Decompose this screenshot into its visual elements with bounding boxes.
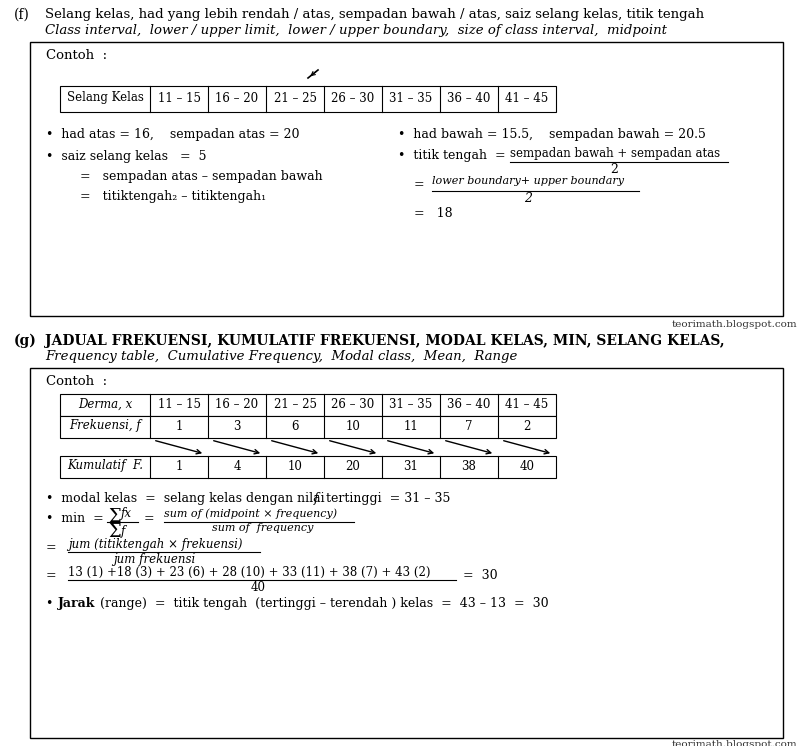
Text: teorimath.blogspot.com: teorimath.blogspot.com: [672, 320, 798, 329]
Text: jum (titiktengah × frekuensi): jum (titiktengah × frekuensi): [68, 538, 243, 551]
Text: =: =: [46, 569, 57, 582]
Text: 31 – 35: 31 – 35: [389, 398, 433, 410]
Text: •  min  =: • min =: [46, 512, 104, 525]
Text: Class interval,  lower / upper limit,  lower / upper boundary,  size of class in: Class interval, lower / upper limit, low…: [45, 24, 667, 37]
Text: tertinggi  = 31 – 35: tertinggi = 31 – 35: [322, 492, 450, 505]
Bar: [60, 394, 556, 416]
Text: 16 – 20: 16 – 20: [215, 398, 259, 410]
Text: Selang Kelas: Selang Kelas: [66, 92, 144, 104]
Text: •  modal kelas  =  selang kelas dengan nilai: • modal kelas = selang kelas dengan nila…: [46, 492, 329, 505]
Text: 11 – 15: 11 – 15: [157, 398, 200, 410]
Text: (range)  =  titik tengah  (tertinggi – terendah ) kelas  =  43 – 13  =  30: (range) = titik tengah (tertinggi – tere…: [96, 597, 549, 610]
Text: 2: 2: [523, 419, 531, 433]
Text: •  had atas = 16,    sempadan atas = 20: • had atas = 16, sempadan atas = 20: [46, 128, 299, 141]
Text: Selang kelas, had yang lebih rendah / atas, sempadan bawah / atas, saiz selang k: Selang kelas, had yang lebih rendah / at…: [45, 8, 704, 21]
Text: Contoh  :: Contoh :: [46, 49, 107, 62]
Text: (g): (g): [14, 334, 37, 348]
Text: 6: 6: [291, 419, 298, 433]
Text: sempadan bawah + sempadan atas: sempadan bawah + sempadan atas: [510, 147, 720, 160]
Text: sum of (midpoint × frequency): sum of (midpoint × frequency): [164, 508, 337, 518]
Text: 40: 40: [519, 460, 535, 472]
Text: 11 – 15: 11 – 15: [157, 92, 200, 104]
Text: Derma, x: Derma, x: [78, 398, 132, 410]
Text: teorimath.blogspot.com: teorimath.blogspot.com: [672, 740, 798, 746]
Text: 1: 1: [176, 419, 183, 433]
Text: f: f: [314, 492, 318, 505]
Bar: [60, 86, 556, 112]
Text: Σ: Σ: [108, 523, 120, 541]
Text: 3: 3: [233, 419, 241, 433]
Text: fx: fx: [121, 507, 132, 520]
Text: 13 (1) +18 (3) + 23 (6) + 28 (10) + 33 (11) + 38 (7) + 43 (2): 13 (1) +18 (3) + 23 (6) + 28 (10) + 33 (…: [68, 566, 430, 579]
Text: 10: 10: [287, 460, 302, 472]
Text: •  titik tengah  =: • titik tengah =: [398, 149, 506, 162]
Text: =: =: [144, 512, 155, 525]
Text: 16 – 20: 16 – 20: [215, 92, 259, 104]
Text: 26 – 30: 26 – 30: [331, 398, 374, 410]
Bar: [30, 42, 783, 316]
Text: 21 – 25: 21 – 25: [274, 398, 317, 410]
Text: =   titiktengah₂ – titiktengah₁: = titiktengah₂ – titiktengah₁: [80, 190, 266, 203]
Bar: [60, 416, 556, 438]
Text: 7: 7: [465, 419, 472, 433]
Bar: [30, 368, 783, 738]
Text: 31 – 35: 31 – 35: [389, 92, 433, 104]
Text: sum of  frequency: sum of frequency: [212, 523, 314, 533]
Text: 36 – 40: 36 – 40: [448, 398, 491, 410]
Text: 1: 1: [176, 460, 183, 472]
Text: lower boundary+ upper boundary: lower boundary+ upper boundary: [432, 176, 624, 186]
Text: Σ: Σ: [108, 508, 120, 526]
Text: 38: 38: [461, 460, 476, 472]
Text: =: =: [46, 541, 57, 554]
Text: 11: 11: [404, 419, 418, 433]
Text: 41 – 45: 41 – 45: [505, 398, 549, 410]
Text: Contoh  :: Contoh :: [46, 375, 107, 388]
Text: 41 – 45: 41 – 45: [505, 92, 549, 104]
Text: =  30: = 30: [463, 569, 498, 582]
Text: 2: 2: [524, 192, 532, 205]
Text: 2: 2: [610, 163, 618, 176]
Text: Jarak: Jarak: [58, 597, 96, 610]
Text: •: •: [46, 597, 61, 610]
Text: jum frekuensi: jum frekuensi: [113, 553, 196, 566]
Bar: [60, 456, 556, 478]
Text: 10: 10: [346, 419, 361, 433]
Text: •  had bawah = 15.5,    sempadan bawah = 20.5: • had bawah = 15.5, sempadan bawah = 20.…: [398, 128, 706, 141]
Text: =: =: [414, 178, 425, 191]
Text: =   18: = 18: [414, 207, 452, 220]
Text: =   sempadan atas – sempadan bawah: = sempadan atas – sempadan bawah: [80, 170, 322, 183]
Text: 36 – 40: 36 – 40: [448, 92, 491, 104]
Text: (f): (f): [14, 8, 30, 22]
Text: f: f: [121, 525, 125, 538]
Text: 26 – 30: 26 – 30: [331, 92, 374, 104]
Text: Frekuensi, f: Frekuensi, f: [69, 419, 141, 433]
Text: Frequency table,  Cumulative Frequency,  Modal class,  Mean,  Range: Frequency table, Cumulative Frequency, M…: [45, 350, 517, 363]
Text: Kumulatif  F.: Kumulatif F.: [67, 460, 143, 472]
Text: 21 – 25: 21 – 25: [274, 92, 317, 104]
Text: 20: 20: [346, 460, 361, 472]
Text: •  saiz selang kelas   =  5: • saiz selang kelas = 5: [46, 150, 207, 163]
Text: 31: 31: [404, 460, 418, 472]
Text: 40: 40: [251, 581, 266, 594]
Text: 4: 4: [233, 460, 241, 472]
Text: JADUAL FREKUENSI, KUMULATIF FREKUENSI, MODAL KELAS, MIN, SELANG KELAS,: JADUAL FREKUENSI, KUMULATIF FREKUENSI, M…: [45, 334, 725, 348]
